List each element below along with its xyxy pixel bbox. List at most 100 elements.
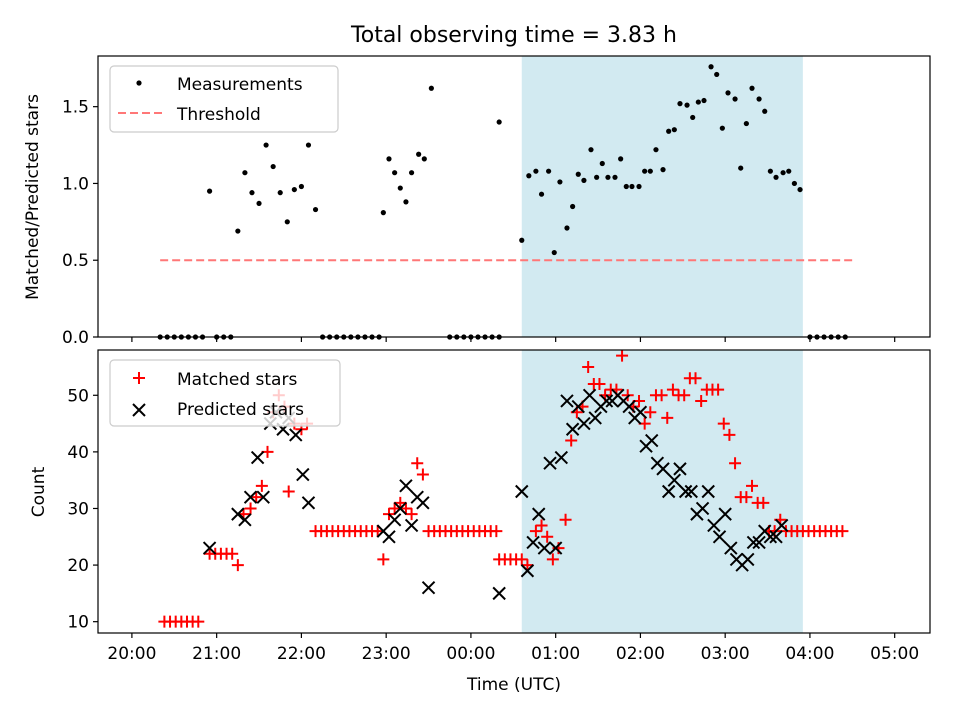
- measurement-point: [284, 219, 290, 225]
- matched-star-point: [746, 479, 759, 492]
- predicted-star-point: [718, 507, 732, 521]
- y-tick-label: 30: [67, 499, 89, 519]
- measurement-point: [496, 119, 502, 125]
- legend-threshold: Threshold: [176, 105, 261, 125]
- predicted-star-point: [746, 535, 761, 550]
- measurement-point: [270, 163, 276, 170]
- predicted-star-point: [301, 496, 316, 510]
- matched-star-point: [644, 406, 657, 419]
- measurement-point: [235, 228, 241, 234]
- matched-star-point: [740, 491, 753, 504]
- predicted-star-point: [520, 564, 535, 578]
- predicted-star-point: [543, 456, 557, 470]
- measurement-point: [701, 97, 707, 104]
- measurement-point: [263, 142, 269, 148]
- predicted-star-point: [645, 433, 659, 448]
- matched-star-point: [399, 502, 412, 515]
- predicted-star-point: [582, 388, 597, 402]
- predicted-star-point: [256, 490, 270, 504]
- predicted-star-point: [393, 501, 407, 516]
- x-tick-label: 20:00: [107, 644, 156, 664]
- matched-star-point: [377, 553, 390, 566]
- measurement-point: [386, 156, 392, 162]
- observing-span-top: [521, 56, 803, 337]
- predicted-star-point: [571, 399, 585, 414]
- measurement-point: [738, 165, 744, 171]
- matched-star-point: [244, 502, 257, 515]
- predicted-star-point: [537, 541, 552, 555]
- predicted-star-point: [599, 394, 614, 408]
- measurement-point: [786, 168, 792, 174]
- measurement-point: [588, 147, 594, 153]
- measurement-point: [749, 85, 755, 91]
- y-tick-label: 1.5: [62, 98, 89, 118]
- measurement-point: [660, 167, 666, 173]
- measurement-point: [570, 203, 576, 210]
- measurement-point: [666, 128, 672, 134]
- measurement-point: [690, 114, 696, 121]
- measurement-point: [206, 188, 213, 194]
- matched-star-point: [593, 377, 606, 390]
- predicted-star-point: [701, 484, 715, 499]
- legend-matched-marker: [133, 372, 145, 384]
- measurement-point: [298, 183, 305, 190]
- matched-star-point: [411, 457, 424, 470]
- measurement-point: [780, 170, 786, 176]
- x-tick-label: 22:00: [277, 644, 326, 664]
- predicted-star-point: [588, 411, 602, 425]
- measurement-point: [612, 174, 618, 180]
- measurement-point: [392, 170, 398, 176]
- legend-measurements-marker: [136, 80, 142, 86]
- measurement-point: [416, 151, 422, 157]
- measurement-point: [242, 170, 248, 176]
- matched-star-point: [394, 496, 407, 509]
- top-legend: Measurements Threshold: [109, 65, 339, 133]
- matched-star-point: [616, 349, 629, 362]
- y-tick-label: 1.0: [62, 174, 89, 194]
- measurement-point: [305, 142, 312, 148]
- measurement-point: [671, 127, 677, 133]
- predicted-star-point: [565, 422, 580, 436]
- measurement-point: [397, 185, 403, 191]
- predicted-star-point: [724, 541, 738, 555]
- predicted-star-point: [492, 586, 506, 601]
- measurement-point: [756, 96, 762, 102]
- measurement-point: [291, 186, 297, 193]
- predicted-star-point: [548, 541, 563, 555]
- x-tick-label: 21:00: [192, 644, 241, 664]
- matched-star-point: [757, 496, 770, 509]
- matched-star-point: [405, 508, 418, 521]
- predicted-star-point: [673, 462, 687, 476]
- matched-star-point: [712, 383, 725, 396]
- measurement-point: [629, 183, 635, 190]
- predicted-star-point: [238, 513, 252, 527]
- predicted-star-point: [763, 530, 778, 544]
- measurement-point: [564, 225, 570, 231]
- measurement-point: [725, 90, 731, 96]
- predicted-star-point: [752, 535, 766, 550]
- predicted-star-point: [684, 484, 698, 499]
- predicted-star-point: [554, 450, 569, 465]
- x-tick-label: 05:00: [870, 644, 919, 664]
- matched-star-point: [695, 394, 708, 407]
- matched-star-point: [689, 372, 702, 385]
- measurement-point: [677, 101, 683, 107]
- matched-star-point: [255, 479, 268, 492]
- x-tick-label: 04:00: [785, 644, 834, 664]
- predicted-star-point: [678, 484, 693, 499]
- predicted-star-point: [712, 530, 727, 544]
- matched-star-point: [655, 389, 668, 402]
- measurement-point: [773, 174, 779, 180]
- matched-star-point: [678, 389, 691, 402]
- predicted-star-point: [526, 535, 540, 550]
- matched-star-point: [416, 468, 429, 481]
- y-tick-label: 20: [67, 556, 89, 576]
- measurement-point: [732, 96, 738, 102]
- measurement-point: [256, 200, 262, 207]
- measurement-point: [408, 170, 415, 176]
- measurement-point: [533, 168, 539, 174]
- matched-star-point: [621, 389, 634, 402]
- matched-star-point: [836, 525, 849, 538]
- x-tick-label: 23:00: [362, 644, 411, 664]
